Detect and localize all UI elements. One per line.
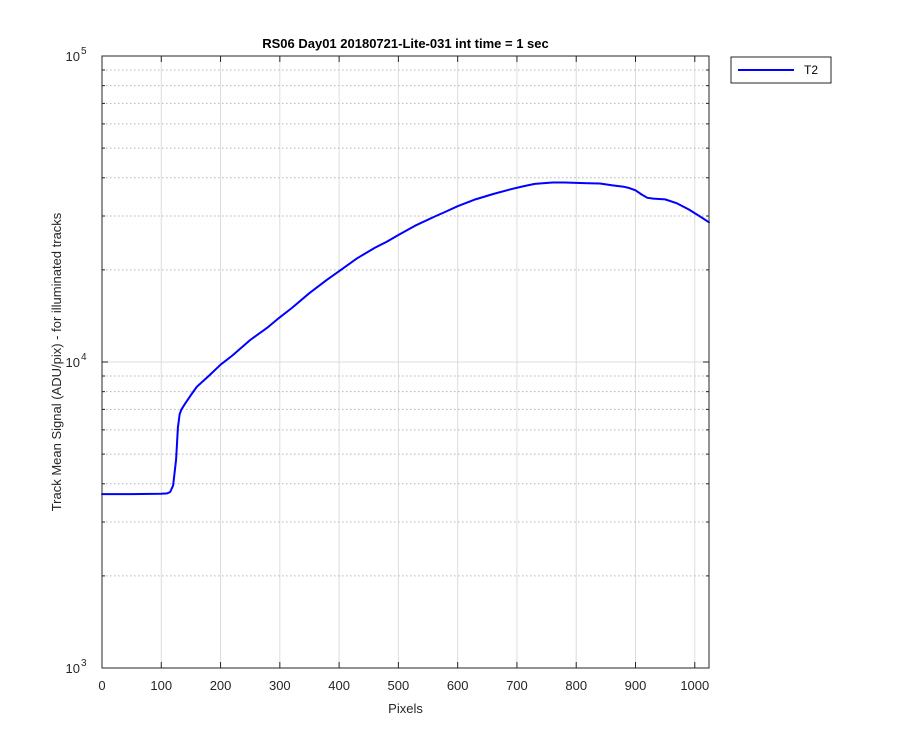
grid-lines	[102, 56, 709, 668]
y-tick-label: 10	[66, 49, 80, 64]
x-tick-label: 600	[447, 678, 469, 693]
series-lines	[101, 181, 710, 496]
axis-ticks	[101, 55, 709, 669]
y-tick-label: 10	[66, 355, 80, 370]
y-tick-label: 10	[66, 661, 80, 676]
y-tick-exponent: 4	[81, 352, 87, 363]
chart-title: RS06 Day01 20180721-Lite-031 int time = …	[262, 36, 549, 51]
x-tick-label: 700	[506, 678, 528, 693]
x-tick-label: 900	[625, 678, 647, 693]
y-axis-label: Track Mean Signal (ADU/pix) - for illumi…	[49, 212, 64, 511]
y-tick-exponent: 5	[81, 46, 87, 57]
x-tick-label: 400	[328, 678, 350, 693]
legend-label-t2: T2	[804, 63, 818, 77]
x-tick-label: 300	[269, 678, 291, 693]
x-tick-label: 800	[565, 678, 587, 693]
x-tick-labels: 0 100 200 300 400 500 600 700 800 900 1000	[98, 678, 709, 693]
x-tick-label: 200	[210, 678, 232, 693]
x-tick-label: 0	[98, 678, 105, 693]
x-axis-label: Pixels	[388, 701, 423, 716]
x-tick-label: 1000	[680, 678, 709, 693]
x-tick-label: 100	[150, 678, 172, 693]
y-tick-exponent: 3	[81, 658, 87, 669]
series-line-t2	[101, 181, 710, 496]
x-tick-label: 500	[388, 678, 410, 693]
legend: T2	[730, 56, 832, 84]
